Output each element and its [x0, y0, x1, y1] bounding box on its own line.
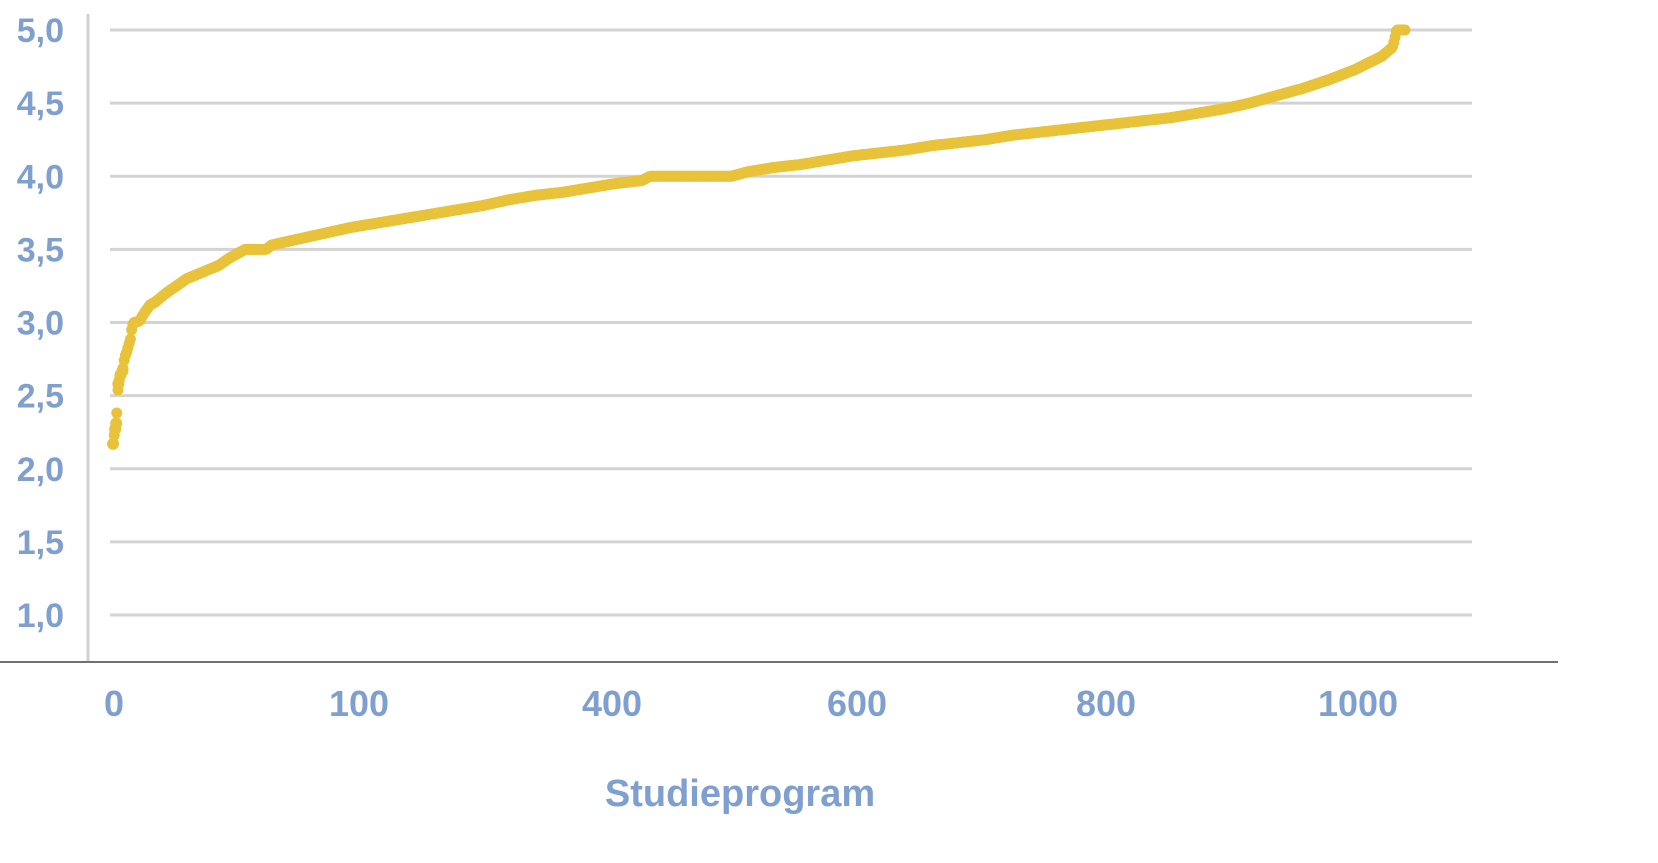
x-tick-label: 1000 — [1318, 683, 1398, 724]
y-tick-label: 5,0 — [17, 12, 64, 50]
data-point — [1399, 24, 1411, 36]
data-point — [111, 407, 123, 419]
x-tick-label: 800 — [1076, 683, 1136, 724]
y-tick-label: 2,0 — [17, 451, 64, 489]
y-tick-label: 2,5 — [17, 378, 64, 416]
y-tick-label: 3,5 — [17, 231, 64, 269]
data-point — [116, 364, 129, 377]
x-tick-label: 100 — [329, 683, 389, 724]
y-tick-label: 1,5 — [17, 524, 64, 562]
data-point — [110, 417, 123, 430]
x-tick-label: 600 — [827, 683, 887, 724]
x-tick-labels: 0 100 400 600 800 1000 — [104, 683, 1398, 724]
x-axis-title: Studieprogram — [605, 773, 875, 815]
y-tick-label: 1,0 — [17, 597, 64, 635]
data-points — [107, 24, 1411, 450]
y-tick-label: 4,0 — [17, 158, 64, 196]
x-tick-label: 0 — [104, 683, 124, 724]
data-point — [107, 437, 119, 450]
y-tick-label: 4,5 — [17, 85, 64, 123]
data-point — [124, 333, 136, 345]
x-tick-label: 400 — [582, 683, 642, 724]
gridlines — [110, 28, 1472, 617]
y-tick-label: 3,0 — [17, 305, 64, 343]
y-tick-labels: 5,0 4,5 4,0 3,5 3,0 2,5 2,0 1,5 1,0 — [17, 12, 64, 635]
